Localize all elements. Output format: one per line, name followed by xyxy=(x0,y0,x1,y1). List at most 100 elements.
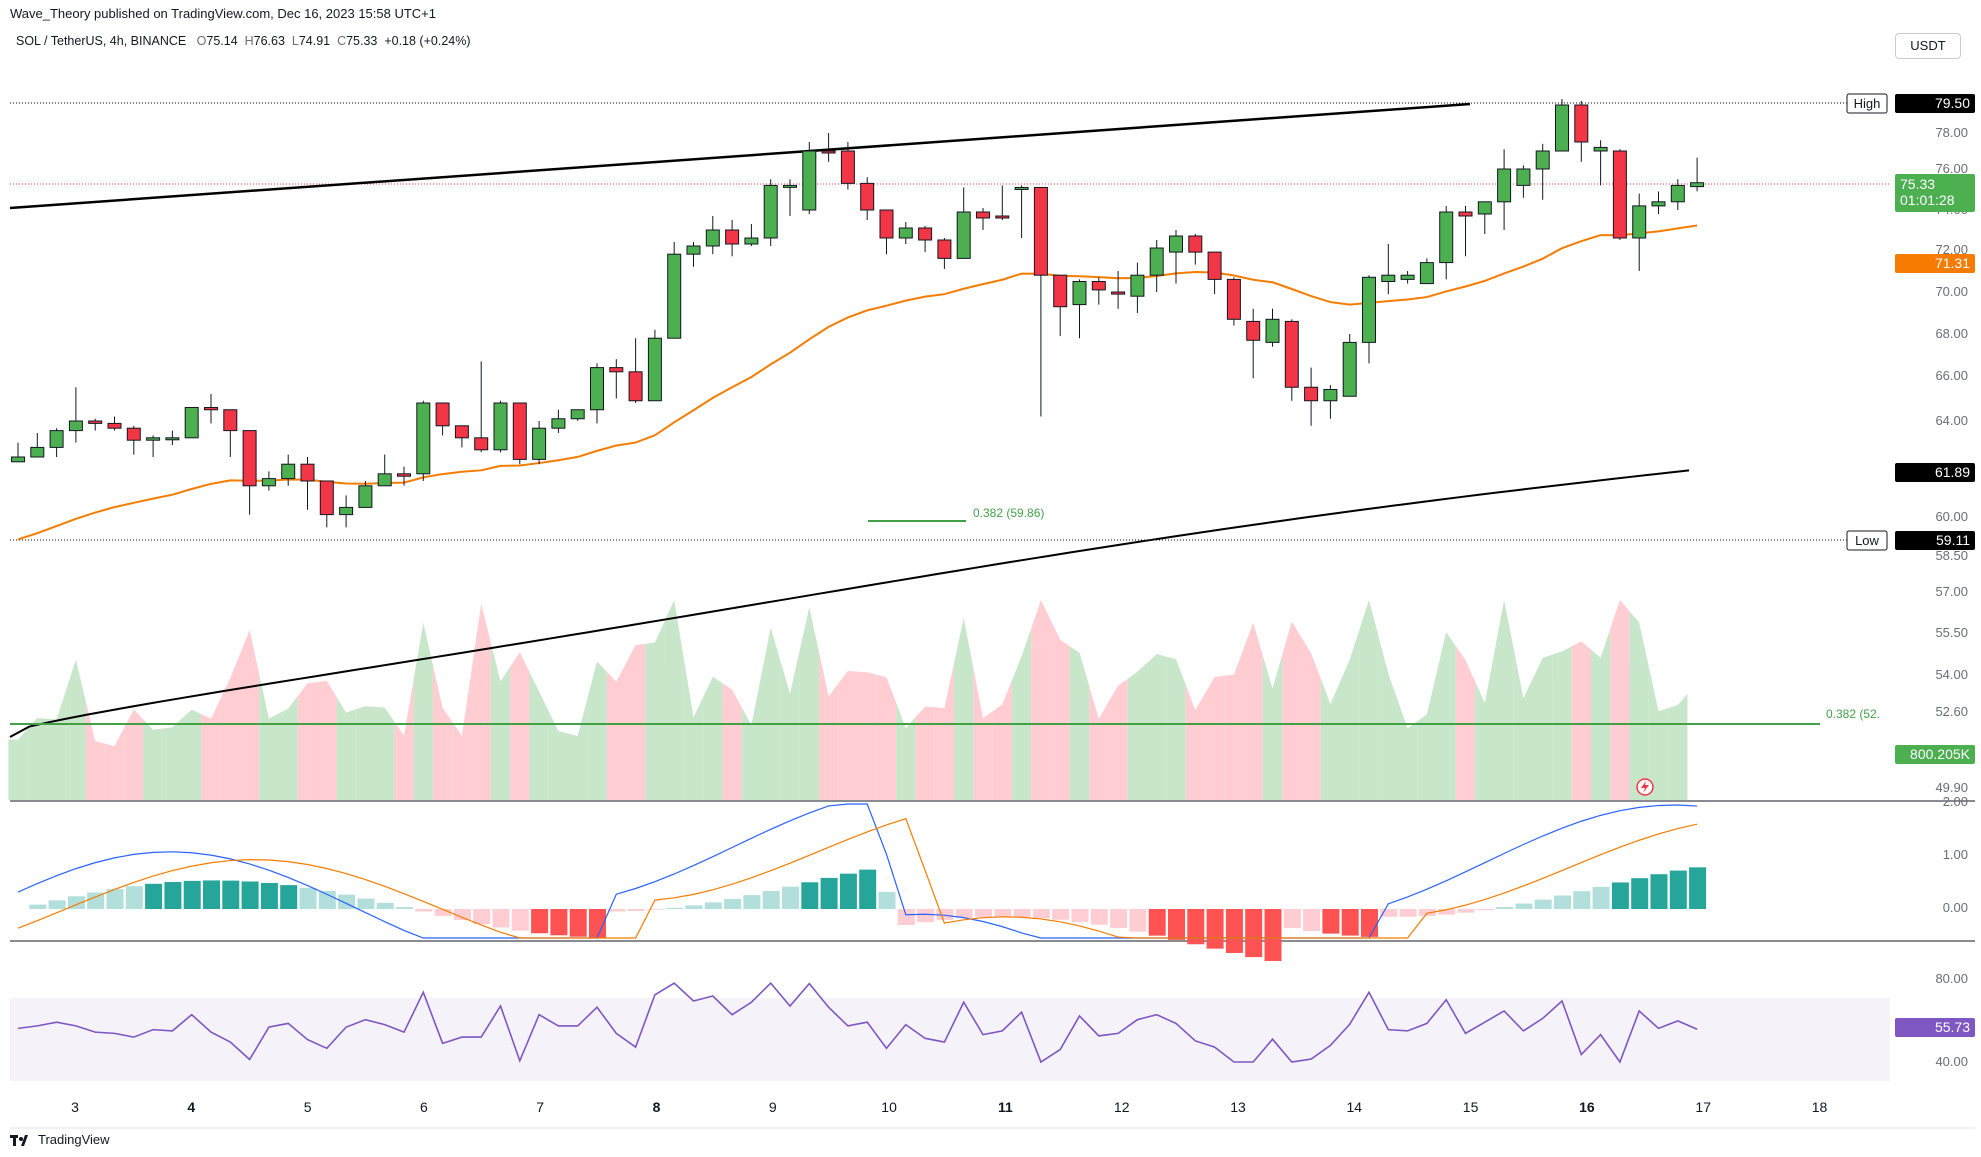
macd-histogram-bar xyxy=(743,895,761,909)
volume-bar xyxy=(876,674,897,800)
price-axis[interactable]: 78.0076.0074.0072.0070.0068.0066.0064.00… xyxy=(1935,125,1968,1069)
macd-histogram-bar xyxy=(1206,909,1224,949)
candle-body xyxy=(1014,186,1029,190)
macd-histogram-bar xyxy=(29,904,47,909)
candlestick-series[interactable] xyxy=(11,99,1705,528)
volume-bar xyxy=(490,642,511,800)
macd-histogram-bar xyxy=(685,905,703,909)
macd-histogram-bar xyxy=(1187,909,1205,945)
rsi-line xyxy=(17,981,1698,1064)
macd-histogram-bar xyxy=(1631,878,1649,909)
candle-body xyxy=(493,402,508,451)
volume-bar xyxy=(664,600,684,800)
rsi-panel[interactable] xyxy=(10,981,1890,1081)
candle-body xyxy=(300,463,315,482)
time-axis[interactable]: 3 4 5 6 7 8 9 10 11 12 13 14 15 16 17 18 xyxy=(71,1099,1827,1115)
candle-body xyxy=(49,430,64,448)
price-tick-label: 78.00 xyxy=(1935,125,1968,140)
volume-bar xyxy=(1648,666,1669,800)
candle-body xyxy=(126,427,141,441)
volume-bar xyxy=(1475,651,1495,800)
candle-body xyxy=(937,239,952,259)
candle-body xyxy=(1284,320,1299,388)
volume-bar xyxy=(510,652,530,800)
macd-histogram-bar xyxy=(1168,909,1185,940)
candle-body xyxy=(261,478,276,487)
candle-body xyxy=(1381,274,1396,283)
candle-body xyxy=(1516,168,1531,186)
price-tick-label: 68.00 xyxy=(1935,326,1968,341)
macd-histogram-bar xyxy=(241,881,259,909)
macd-histogram-bar xyxy=(1515,903,1533,909)
candle-body xyxy=(1690,182,1705,188)
volume-bar xyxy=(529,671,549,800)
candle-body xyxy=(1169,235,1183,253)
open-label: O xyxy=(196,34,207,48)
volume-bar xyxy=(1282,621,1302,800)
macd-histogram-bar xyxy=(280,885,298,909)
macd-histogram-bar xyxy=(260,882,278,909)
candle-body xyxy=(609,367,624,373)
candle-body xyxy=(242,430,257,487)
volume-bar xyxy=(1050,619,1070,800)
volume-bar xyxy=(992,680,1012,800)
volume-bar xyxy=(278,696,298,800)
macd-histogram-bar xyxy=(453,909,471,921)
candle-body xyxy=(1535,150,1550,170)
candle-body xyxy=(570,409,585,420)
macd-histogram-bar xyxy=(1669,870,1687,909)
tradingview-logo[interactable]: TradingView xyxy=(10,1132,110,1147)
macd-histogram-bar xyxy=(1418,909,1436,917)
macd-panel[interactable] xyxy=(17,803,1707,961)
macd-histogram-bar xyxy=(839,873,857,909)
volume-bar xyxy=(722,683,742,800)
countdown-text: 01:01:28 xyxy=(1900,192,1955,208)
candle-body xyxy=(956,211,971,259)
macd-histogram-bar xyxy=(1592,886,1610,909)
volume-bar xyxy=(220,654,240,800)
time-tick-label: 8 xyxy=(653,1099,661,1115)
close-value: 75.33 xyxy=(346,34,378,48)
volume-bar xyxy=(471,604,491,800)
candle-body xyxy=(1419,262,1434,285)
macd-line xyxy=(17,803,1698,939)
rsi-value-label-text: 55.73 xyxy=(1935,1019,1970,1035)
volume-bar xyxy=(1359,600,1379,800)
candle-body xyxy=(11,456,25,463)
rsi-tick-label: 40.00 xyxy=(1935,1054,1968,1069)
candle-body xyxy=(1053,274,1068,308)
volume-bar xyxy=(452,669,472,800)
price-tick-label: 72.00 xyxy=(1935,242,1968,257)
macd-histogram-bar xyxy=(415,909,433,912)
macd-histogram-bar xyxy=(511,909,529,931)
macd-histogram-bar xyxy=(589,909,606,938)
symbol-name[interactable]: SOL / TetherUS, 4h, BINANCE xyxy=(16,34,187,48)
price-tick-label: 49.90 xyxy=(1935,780,1968,795)
last-price-text: 75.33 xyxy=(1900,176,1935,192)
candle-body xyxy=(1226,278,1241,320)
macd-histogram-bar xyxy=(1380,909,1398,917)
macd-histogram-bar xyxy=(1496,907,1514,909)
last-price-label xyxy=(1895,174,1975,212)
tradingview-brand: TradingView xyxy=(38,1132,110,1147)
candle-body xyxy=(1130,274,1145,297)
volume-bar xyxy=(973,668,993,800)
volume-bar xyxy=(1011,628,1032,800)
volume-bar xyxy=(182,709,202,800)
macd-histogram-bar xyxy=(1245,909,1263,958)
volume-bar xyxy=(1436,632,1456,800)
candle-body xyxy=(647,337,662,402)
macd-histogram-bar xyxy=(762,890,780,909)
volume-bar xyxy=(683,658,704,800)
candle-body xyxy=(725,229,740,245)
price-tick-label: 52.60 xyxy=(1935,704,1968,719)
candle-body xyxy=(879,209,894,239)
currency-button[interactable]: USDT xyxy=(1895,33,1961,59)
tradingview-logo-icon xyxy=(10,1133,32,1147)
volume-bar xyxy=(780,650,800,800)
candle-body xyxy=(705,229,720,247)
volume-value-label xyxy=(1895,745,1975,764)
time-tick-label: 14 xyxy=(1347,1099,1363,1115)
candle-body xyxy=(1072,281,1087,306)
